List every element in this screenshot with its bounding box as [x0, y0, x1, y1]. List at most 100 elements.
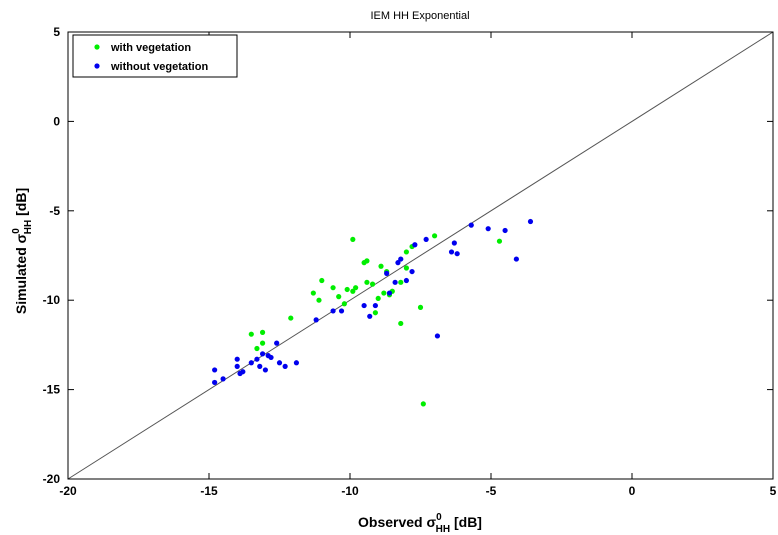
data-point [398, 320, 404, 327]
data-point [409, 268, 415, 275]
data-point [350, 236, 356, 243]
data-point [381, 290, 387, 296]
y-tick-label: -15 [43, 383, 61, 397]
tick-marks [67, 31, 774, 480]
data-point [234, 363, 240, 369]
data-point [259, 351, 266, 357]
data-point [420, 401, 426, 407]
data-point [375, 295, 381, 302]
x-tick-labels: -20 -15 -10 -5 0 5 [59, 484, 776, 498]
data-point [330, 285, 336, 291]
data-point [395, 260, 401, 266]
data-point [240, 369, 246, 375]
data-point [254, 345, 260, 352]
data-point [384, 270, 390, 276]
data-point [513, 256, 519, 262]
data-point [274, 340, 280, 346]
y-axis-title: Simulated σ0HH [dB] [11, 188, 34, 314]
data-point [330, 308, 336, 314]
data-point [259, 340, 266, 346]
x-tick-label: -10 [341, 484, 359, 498]
data-point [288, 315, 294, 321]
data-point [398, 256, 404, 262]
legend-box [72, 34, 238, 78]
data-point [341, 301, 347, 307]
x-tick-label: -20 [59, 484, 77, 498]
legend: with vegetation without vegetation [72, 34, 238, 78]
data-point [496, 238, 503, 244]
one-to-one-reference-line [67, 31, 774, 480]
data-point [276, 360, 283, 366]
data-point [336, 294, 342, 300]
legend-label-without-vegetation: without vegetation [110, 61, 208, 73]
data-point [372, 302, 378, 309]
legend-label-with-vegetation: with vegetation [110, 42, 191, 54]
x-axis-title-prefix: Observed [358, 514, 426, 530]
data-point [451, 240, 457, 246]
y-axis-title-suffix: [dB] [13, 188, 29, 220]
data-point [434, 333, 441, 339]
series-with-vegetation [248, 233, 503, 407]
data-point [257, 363, 263, 369]
y-axis-title-sup: 0 [11, 228, 22, 234]
x-axis-title-symbol: σ [427, 514, 437, 530]
y-tick-label: -20 [43, 472, 61, 486]
x-axis-title-suffix: [dB] [450, 514, 482, 530]
data-point [403, 249, 409, 255]
y-tick-labels: -20 -15 -10 -5 0 5 [43, 25, 61, 486]
data-point [310, 290, 316, 296]
data-point [212, 379, 218, 386]
data-point [392, 279, 398, 285]
y-tick-label: -10 [43, 293, 61, 307]
data-point [448, 249, 455, 255]
data-point [361, 302, 367, 309]
data-point [248, 331, 254, 337]
plot-area: -20 -15 -10 -5 0 5 -20 -15 -10 -5 0 5 [43, 25, 777, 498]
data-point [293, 360, 300, 366]
data-point [369, 281, 376, 287]
data-point [423, 236, 429, 243]
data-point [268, 354, 274, 361]
y-axis-title-prefix: Simulated [13, 243, 29, 314]
data-point [262, 367, 268, 373]
data-point [282, 363, 288, 369]
data-point [527, 218, 534, 225]
data-markers [212, 218, 534, 407]
data-point [432, 233, 438, 239]
y-tick-label: 0 [53, 114, 60, 128]
data-point [454, 251, 460, 257]
x-axis-title-sub: HH [436, 524, 450, 535]
data-point [259, 329, 266, 335]
data-point [502, 227, 508, 234]
x-axis-title: Observed σ0 HH [dB] [358, 512, 482, 535]
data-point [403, 265, 409, 271]
data-point [364, 279, 370, 285]
data-point [319, 277, 325, 284]
legend-marker-without-vegetation [94, 63, 100, 69]
data-point [316, 297, 322, 303]
x-tick-label: -5 [486, 484, 497, 498]
chart-title: IEM HH Exponential [370, 10, 469, 22]
data-point [378, 263, 384, 269]
data-point [350, 288, 356, 294]
y-axis-title-sub: HH [23, 220, 34, 234]
data-point [403, 277, 409, 284]
data-point [364, 258, 370, 264]
data-point [344, 286, 350, 293]
data-point [248, 360, 254, 366]
data-point [313, 317, 319, 323]
x-tick-label: -15 [200, 484, 218, 498]
data-point [468, 222, 474, 228]
data-point [234, 356, 240, 362]
data-point [212, 367, 218, 373]
x-tick-label: 5 [770, 484, 777, 498]
data-point [412, 242, 418, 248]
data-point [353, 285, 359, 291]
y-axis-title-symbol: σ [13, 233, 29, 243]
data-point [338, 308, 345, 314]
data-point [398, 279, 404, 285]
data-point [485, 226, 491, 232]
y-tick-label: -5 [49, 204, 60, 218]
data-point [386, 290, 393, 296]
